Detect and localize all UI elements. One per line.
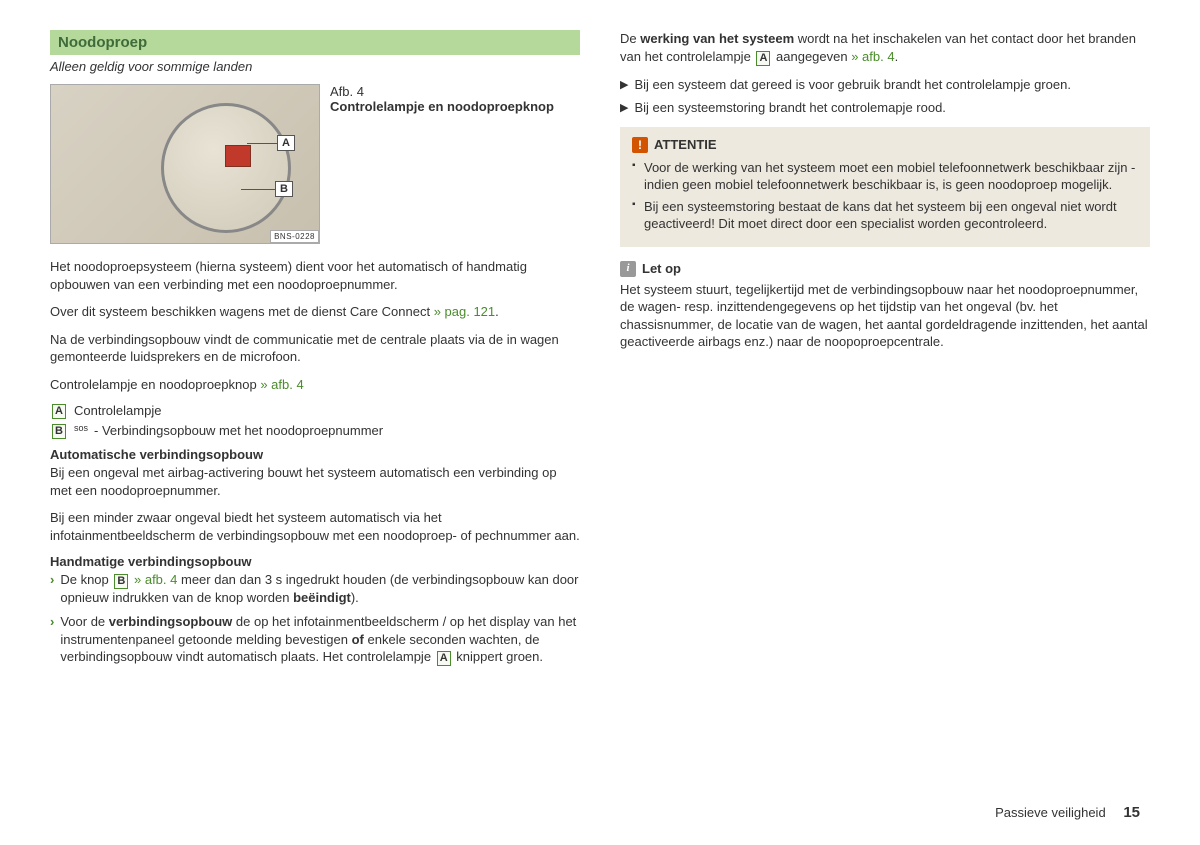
- legend-row-a: A Controlelampje: [50, 403, 580, 419]
- legend-text-b: - Verbindingsopbouw met het noodoproepnu…: [94, 423, 383, 438]
- figure-title: Controlelampje en noodoproepknop: [330, 99, 554, 114]
- attention-item-2: Bij een systeemstoring bestaat de kans d…: [632, 198, 1138, 233]
- footer-page-number: 15: [1123, 804, 1140, 821]
- p4-text: Controlelampje en noodoproepknop: [50, 377, 260, 392]
- p2-text-b: .: [495, 304, 499, 319]
- chevron-icon: ›: [50, 613, 54, 666]
- right-tri-2: ▶ Bij een systeemstoring brandt het cont…: [620, 99, 1150, 117]
- legend-sos-icon: sos: [74, 423, 88, 433]
- legend-row-b: B sos - Verbindingsopbouw met het noodop…: [50, 423, 580, 439]
- note-title: Let op: [642, 261, 681, 276]
- footer-section: Passieve veiligheid: [995, 805, 1106, 820]
- m2b: verbindingsopbouw: [109, 614, 233, 629]
- right-tri-1: ▶ Bij een systeem dat gereed is voor geb…: [620, 76, 1150, 94]
- figure-image: A B BNS-0228: [50, 84, 320, 244]
- right-top-paragraph: De werking van het systeem wordt na het …: [620, 30, 1150, 66]
- m2-box: A: [437, 651, 451, 666]
- m1a: De knop: [60, 572, 112, 587]
- page-footer: Passieve veiligheid 15: [995, 804, 1140, 821]
- figure-number: Afb. 4: [330, 84, 554, 99]
- auto-heading: Automatische verbindingsopbouw: [50, 447, 580, 462]
- triangle-icon: ▶: [620, 101, 628, 117]
- paragraph-1: Het noodoproepsysteem (hierna systeem) d…: [50, 258, 580, 293]
- callout-b: B: [275, 181, 293, 197]
- warning-icon: !: [632, 137, 648, 153]
- m1c: beëindigt: [293, 590, 351, 605]
- manual-step-1: › De knop B » afb. 4 meer dan dan 3 s in…: [50, 571, 580, 607]
- rt-link[interactable]: » afb. 4: [851, 49, 894, 64]
- paragraph-4: Controlelampje en noodoproepknop » afb. …: [50, 376, 580, 394]
- m1-link[interactable]: » afb. 4: [130, 572, 177, 587]
- attention-title: ATTENTIE: [654, 137, 717, 152]
- rta: De: [620, 31, 640, 46]
- rtb: werking van het systeem: [640, 31, 794, 46]
- manual-step-2: › Voor de verbindingsopbouw de op het in…: [50, 613, 580, 666]
- auto-paragraph-2: Bij een minder zwaar ongeval biedt het s…: [50, 509, 580, 544]
- m2d: of: [352, 632, 364, 647]
- m1-box: B: [114, 574, 128, 589]
- p4-link[interactable]: » afb. 4: [260, 377, 303, 392]
- section-heading: Noodoproep: [50, 30, 580, 55]
- rtd: aangegeven: [772, 49, 851, 64]
- chevron-icon: ›: [50, 571, 54, 607]
- right-tri1-text: Bij een systeem dat gereed is voor gebru…: [634, 76, 1070, 94]
- figure-detail-circle: [161, 103, 291, 233]
- manual-step-1-text: De knop B » afb. 4 meer dan dan 3 s inge…: [60, 571, 580, 607]
- callout-line-a: [247, 143, 277, 144]
- figure-code: BNS-0228: [270, 230, 319, 243]
- m1d: ).: [351, 590, 359, 605]
- rt-box: A: [756, 51, 770, 66]
- attention-header: ! ATTENTIE: [632, 137, 1138, 153]
- callout-line-b: [241, 189, 275, 190]
- callout-a: A: [277, 135, 295, 151]
- paragraph-3: Na de verbindingsopbouw vindt de communi…: [50, 331, 580, 366]
- figure-caption: Afb. 4 Controlelampje en noodoproepknop: [330, 84, 554, 244]
- legend-text-a: Controlelampje: [74, 403, 161, 418]
- m2a: Voor de: [60, 614, 108, 629]
- page-columns: Noodoproep Alleen geldig voor sommige la…: [50, 30, 1150, 672]
- note-body: Het systeem stuurt, tegelijkertijd met d…: [620, 281, 1150, 351]
- right-tri2-text: Bij een systeemstoring brandt het contro…: [634, 99, 945, 117]
- attention-list: Voor de werking van het systeem moet een…: [632, 159, 1138, 233]
- auto-paragraph: Bij een ongeval met airbag-activering bo…: [50, 464, 580, 499]
- triangle-icon: ▶: [620, 78, 628, 94]
- section-subtitle: Alleen geldig voor sommige landen: [50, 59, 580, 74]
- attention-item-1: Voor de werking van het systeem moet een…: [632, 159, 1138, 194]
- rte: .: [895, 49, 899, 64]
- manual-heading: Handmatige verbindingsopbouw: [50, 554, 580, 569]
- p2-text-a: Over dit systeem beschikken wagens met d…: [50, 304, 434, 319]
- legend-box-b: B: [52, 424, 66, 439]
- figure-red-button: [225, 145, 251, 167]
- info-icon: i: [620, 261, 636, 277]
- manual-step-2-text: Voor de verbindingsopbouw de op het info…: [60, 613, 580, 666]
- p2-link[interactable]: » pag. 121: [434, 304, 495, 319]
- m2f: knippert groen.: [453, 649, 543, 664]
- paragraph-2: Over dit systeem beschikken wagens met d…: [50, 303, 580, 321]
- attention-box: ! ATTENTIE Voor de werking van het syste…: [620, 127, 1150, 247]
- right-column: De werking van het systeem wordt na het …: [620, 30, 1150, 672]
- note-header: i Let op: [620, 261, 1150, 277]
- legend-box-a: A: [52, 404, 66, 419]
- figure-block: A B BNS-0228 Afb. 4 Controlelampje en no…: [50, 84, 580, 244]
- left-column: Noodoproep Alleen geldig voor sommige la…: [50, 30, 580, 672]
